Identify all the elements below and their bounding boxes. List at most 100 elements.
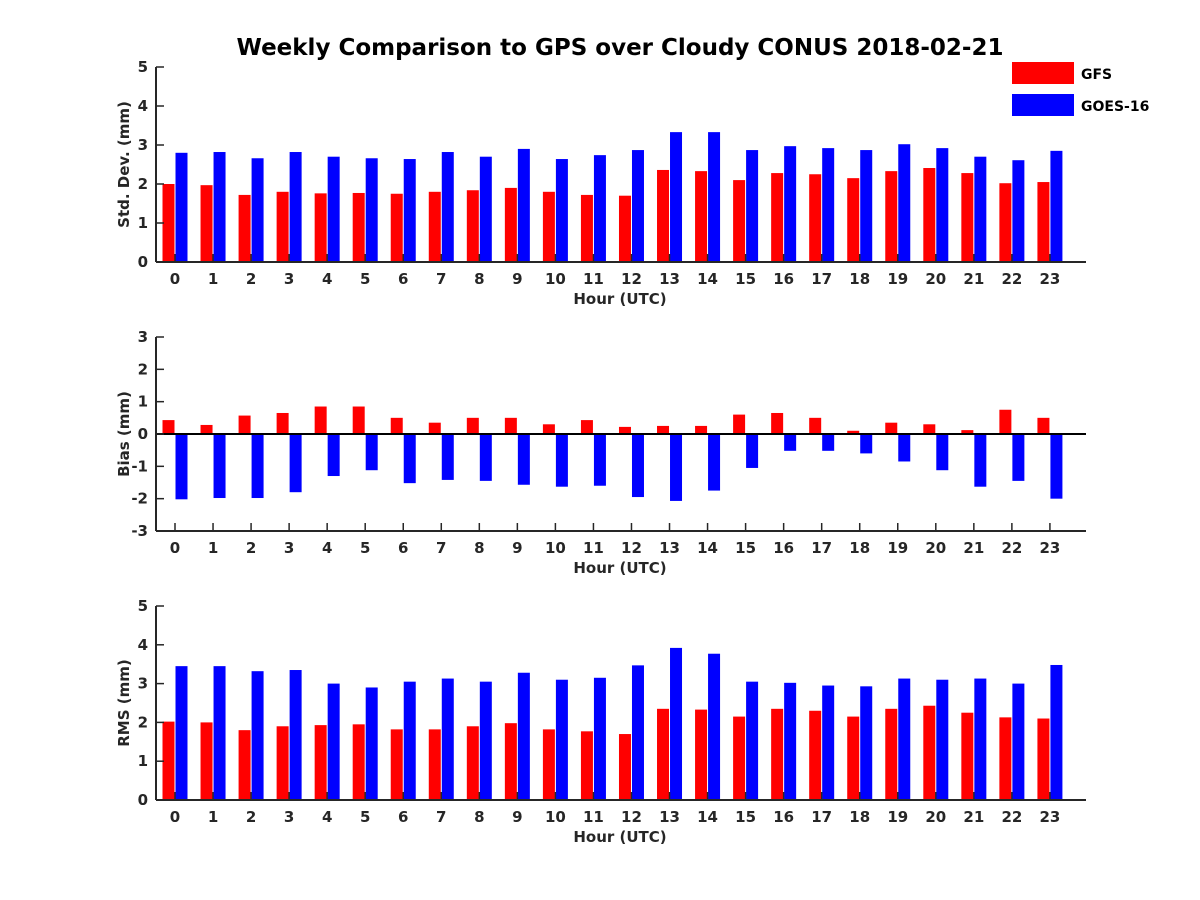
rms-bar-goes16-hour-1 (213, 666, 226, 800)
std-dev-bar-gfs-hour-15 (733, 180, 746, 262)
bias-y-tick-label: 0 (138, 425, 148, 443)
bias-bar-gfs-hour-5 (352, 406, 365, 434)
rms-x-tick-label: 22 (1001, 808, 1022, 826)
rms-bar-gfs-hour-3 (276, 726, 289, 800)
std-dev-x-tick-label: 23 (1039, 270, 1060, 288)
bias-bar-goes16-hour-1 (213, 434, 226, 499)
bias-bar-gfs-hour-17 (809, 417, 822, 434)
rms-bar-gfs-hour-20 (923, 705, 936, 800)
std-dev-y-axis-label: Std. Dev. (mm) (115, 101, 133, 228)
rms-x-tick-label: 12 (621, 808, 642, 826)
rms-bar-goes16-hour-19 (898, 678, 911, 800)
std-dev-bar-gfs-hour-2 (238, 194, 251, 262)
std-dev-bar-goes16-hour-12 (631, 150, 644, 262)
legend: GFS GOES-16 (1012, 62, 1149, 116)
std-dev-x-tick-label: 6 (398, 270, 408, 288)
std-dev-x-tick-label: 4 (322, 270, 332, 288)
std-dev-bar-gfs-hour-1 (200, 185, 213, 262)
figure-title: Weekly Comparison to GPS over Cloudy CON… (237, 35, 1004, 61)
bias-x-tick-label: 23 (1039, 539, 1060, 557)
std-dev-x-tick-label: 22 (1001, 270, 1022, 288)
std-dev-bar-goes16-hour-8 (479, 156, 492, 262)
rms-bar-goes16-hour-12 (631, 665, 644, 800)
std-dev-bar-gfs-hour-19 (885, 171, 898, 262)
std-dev-x-tick-label: 11 (583, 270, 604, 288)
std-dev-bar-goes16-hour-19 (898, 144, 911, 262)
bias-x-tick-label: 20 (925, 539, 946, 557)
std-dev-x-tick-label: 0 (170, 270, 180, 288)
std-dev-bar-gfs-hour-23 (1037, 182, 1050, 262)
bias-bar-goes16-hour-16 (784, 434, 797, 451)
std-dev-bar-goes16-hour-3 (289, 152, 302, 262)
std-dev-bar-goes16-hour-23 (1050, 150, 1063, 262)
bias-bar-gfs-hour-7 (428, 422, 441, 434)
rms-bar-gfs-hour-7 (428, 729, 441, 800)
rms-bar-gfs-hour-12 (618, 734, 631, 800)
std-dev-bar-goes16-hour-5 (365, 158, 378, 262)
rms-x-tick-label: 11 (583, 808, 604, 826)
rms-bar-gfs-hour-9 (504, 723, 517, 800)
bias-bar-gfs-hour-12 (618, 426, 631, 434)
bias-x-tick-label: 7 (436, 539, 446, 557)
rms-bar-gfs-hour-8 (466, 726, 479, 800)
rms-bar-gfs-hour-5 (352, 724, 365, 800)
std-dev-bar-goes16-hour-0 (175, 152, 188, 262)
std-dev-bar-goes16-hour-20 (936, 148, 949, 262)
std-dev-y-tick-label: 1 (138, 214, 148, 232)
std-dev-bar-gfs-hour-16 (771, 173, 784, 262)
std-dev-bar-goes16-hour-1 (213, 152, 226, 262)
rms-bar-gfs-hour-15 (733, 716, 746, 800)
legend-label-goes16: GOES-16 (1081, 99, 1149, 115)
std-dev-bar-gfs-hour-13 (657, 169, 670, 262)
std-dev-y-tick-label: 5 (138, 58, 148, 76)
bias-bar-gfs-hour-10 (542, 424, 555, 434)
bias-bar-gfs-hour-9 (504, 417, 517, 434)
std-dev-bar-gfs-hour-18 (847, 178, 860, 262)
bias-bar-goes16-hour-14 (708, 434, 721, 491)
rms-bar-goes16-hour-22 (1012, 683, 1025, 800)
std-dev-bar-gfs-hour-14 (695, 171, 708, 262)
rms-bar-gfs-hour-2 (238, 730, 251, 800)
rms-bar-gfs-hour-0 (162, 721, 175, 800)
bias-bar-goes16-hour-4 (327, 434, 340, 477)
bias-bar-goes16-hour-7 (441, 434, 454, 480)
rms-x-tick-label: 14 (697, 808, 718, 826)
std-dev-x-tick-label: 17 (811, 270, 832, 288)
bias-bar-goes16-hour-3 (289, 434, 302, 493)
bias-bar-goes16-hour-21 (974, 434, 987, 487)
std-dev-bar-goes16-hour-13 (670, 132, 683, 262)
std-dev-bar-gfs-hour-12 (618, 195, 631, 262)
std-dev-bar-goes16-hour-9 (517, 148, 530, 262)
std-dev-bar-gfs-hour-4 (314, 193, 327, 262)
bias-bar-gfs-hour-4 (314, 406, 327, 434)
rms-y-tick-label: 1 (138, 752, 148, 770)
bias-bar-gfs-hour-21 (961, 430, 974, 434)
rms-bar-gfs-hour-23 (1037, 718, 1050, 800)
rms-x-tick-label: 3 (284, 808, 294, 826)
bias-bar-goes16-hour-8 (479, 434, 492, 481)
std-dev-bar-gfs-hour-9 (504, 187, 517, 262)
rms-y-tick-label: 0 (138, 791, 148, 809)
bias-bar-gfs-hour-6 (390, 417, 403, 434)
bias-bar-goes16-hour-17 (822, 434, 835, 451)
std-dev-bar-gfs-hour-21 (961, 173, 974, 262)
std-dev-x-tick-label: 2 (246, 270, 256, 288)
rms-bar-gfs-hour-4 (314, 725, 327, 800)
bias-x-axis-label: Hour (UTC) (573, 559, 666, 577)
rms-bar-goes16-hour-9 (517, 672, 530, 800)
bias-bar-gfs-hour-8 (466, 417, 479, 434)
rms-bar-gfs-hour-18 (847, 716, 860, 800)
bias-x-tick-label: 19 (887, 539, 908, 557)
bias-x-tick-label: 15 (735, 539, 756, 557)
std-dev-x-tick-label: 5 (360, 270, 370, 288)
legend-label-gfs: GFS (1081, 67, 1112, 83)
std-dev-bar-goes16-hour-21 (974, 156, 987, 262)
bias-x-tick-label: 13 (659, 539, 680, 557)
bias-x-tick-label: 21 (963, 539, 984, 557)
rms-x-tick-label: 0 (170, 808, 180, 826)
bias-bar-gfs-hour-13 (657, 425, 670, 434)
bias-x-tick-label: 22 (1001, 539, 1022, 557)
std-dev-bar-gfs-hour-0 (162, 184, 175, 262)
std-dev-y-tick-label: 4 (138, 97, 148, 115)
